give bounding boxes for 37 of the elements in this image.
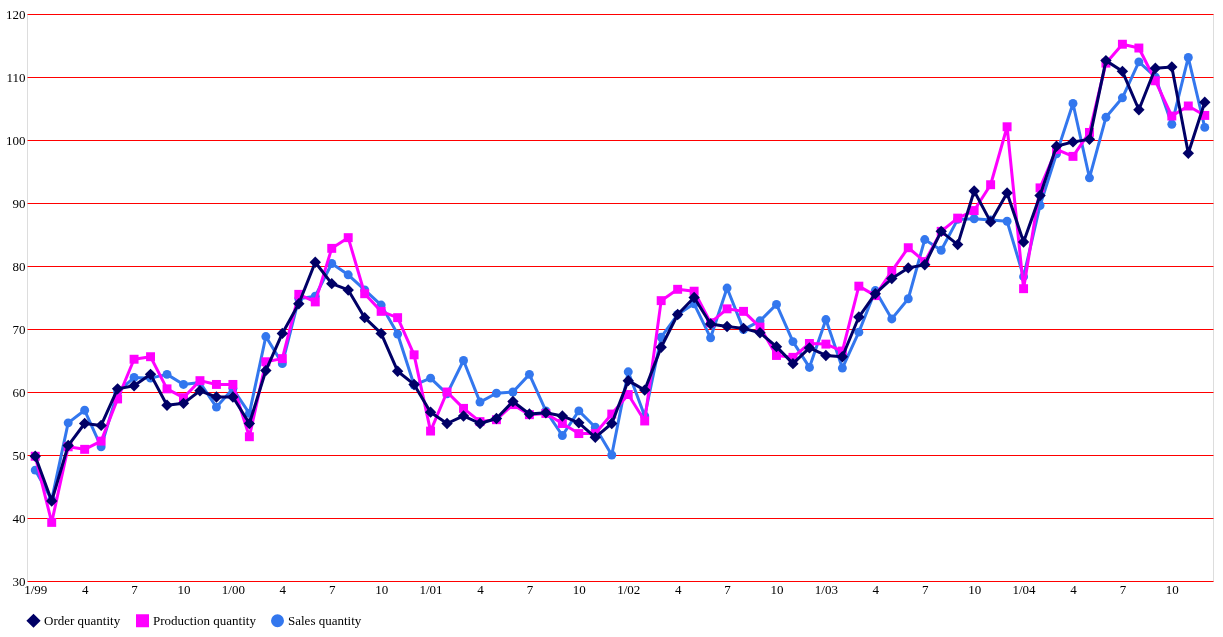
x-tick-label: 10: [968, 581, 982, 597]
x-tick-label: 1/00: [221, 581, 245, 597]
x-tick-label: 7: [328, 581, 336, 597]
x-tick-label: 4: [1070, 581, 1078, 597]
x-tick-label: 1/03: [814, 581, 838, 597]
y-tick-label: 40: [12, 510, 26, 526]
y-tick-label: 30: [12, 573, 26, 589]
x-tick-label: 4: [872, 581, 880, 597]
x-tick-label: 10: [1165, 581, 1179, 597]
x-tick-label: 1/01: [419, 581, 443, 597]
y-tick-label: 50: [12, 447, 26, 463]
x-tick-label: 4: [477, 581, 485, 597]
x-tick-label: 7: [131, 581, 139, 597]
y-tick-label: 90: [12, 195, 26, 211]
x-tick-label: 1/02: [617, 581, 641, 597]
x-tick-label: 7: [526, 581, 534, 597]
x-tick-label: 10: [572, 581, 586, 597]
legend-label: Production quantity: [153, 612, 257, 628]
x-tick-label: 4: [279, 581, 287, 597]
x-tick-label: 7: [724, 581, 732, 597]
legend-label: Sales quantity: [288, 612, 362, 628]
x-tick-label: 10: [177, 581, 191, 597]
legend-label: Order quantity: [44, 612, 121, 628]
x-tick-label: 10: [375, 581, 389, 597]
y-tick-label: 100: [6, 132, 26, 148]
x-tick-label: 4: [81, 581, 89, 597]
x-tick-label: 1/04: [1012, 581, 1037, 597]
x-tick-label: 7: [1119, 581, 1127, 597]
x-tick-label: 7: [921, 581, 929, 597]
y-tick-label: 120: [6, 6, 26, 22]
x-tick-label: 1/99: [24, 581, 48, 597]
y-tick-label: 60: [12, 384, 26, 400]
y-tick-label: 110: [6, 69, 26, 85]
x-tick-label: 4: [674, 581, 682, 597]
y-tick-label: 80: [12, 258, 26, 274]
x-tick-label: 10: [770, 581, 784, 597]
y-tick-label: 70: [12, 321, 26, 337]
